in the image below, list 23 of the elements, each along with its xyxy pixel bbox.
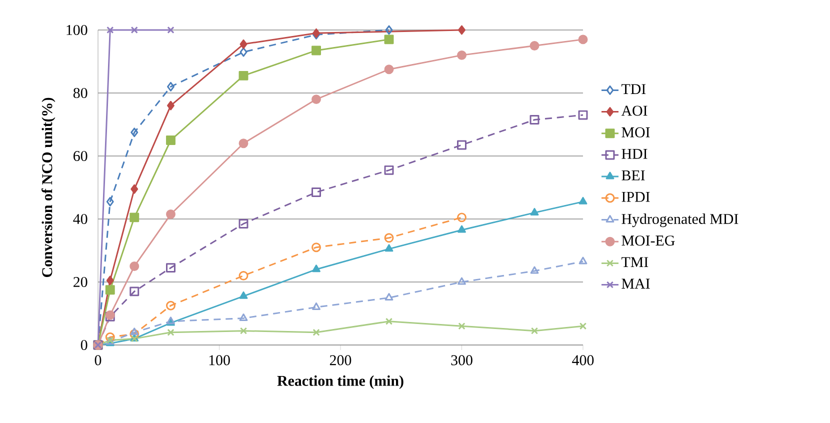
legend-label: AOI: [621, 106, 648, 116]
y-tick-label: 80: [73, 88, 88, 98]
y-tick-label: 40: [73, 214, 88, 224]
legend-label: MOI: [622, 127, 650, 138]
x-tick-label: 100: [209, 355, 230, 366]
legend-label: Hydrogenated MDI: [622, 213, 738, 228]
legend-label: IPDI: [622, 192, 650, 202]
y-axis-title: Conversion of NCO unit(%): [42, 98, 56, 278]
y-tick-label: 100: [66, 24, 88, 36]
x-axis-title: Reaction time (min): [277, 375, 404, 389]
legend-label: BEI: [622, 170, 645, 180]
y-tick-label: 60: [74, 150, 88, 162]
x-tick-label: 200: [330, 355, 352, 366]
x-tick-label: 0: [94, 355, 102, 366]
y-tick-label: 0: [80, 340, 88, 350]
legend-label: TMI: [622, 257, 648, 267]
legend-label: MAI: [622, 278, 650, 289]
legend-label: HDI: [622, 148, 648, 159]
x-tick-label: 300: [451, 355, 472, 366]
legend-label: TDI: [622, 84, 646, 94]
y-tick-label: 20: [74, 276, 88, 288]
x-tick-label: 400: [572, 355, 594, 366]
legend-label: MOI-EG: [622, 236, 675, 246]
